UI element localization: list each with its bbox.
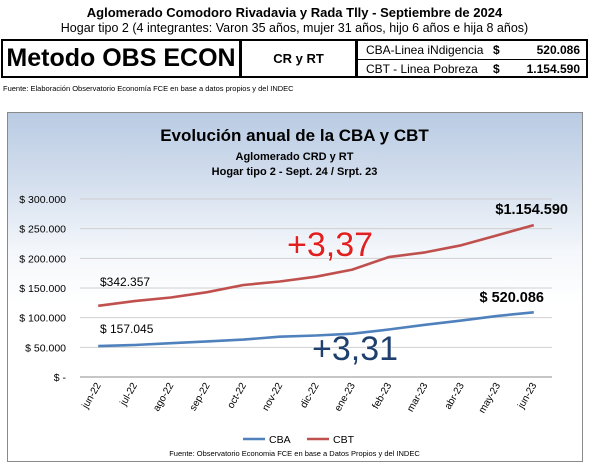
source-note-bottom: Fuente: Observatorio Economia FCE en bas… [169, 449, 420, 458]
cba-summary-value: 520.086 [536, 43, 580, 57]
x-tick-label: may-23 [477, 381, 503, 416]
chart-title: Evolución anual de la CBA y CBT [160, 126, 429, 145]
cba-summary-row: CBA-Linea iNdigencia $ 520.086 [358, 41, 586, 60]
y-tick-label: $ 50.000 [25, 342, 66, 354]
cbt-summary-row: CBT - Linea Pobreza $ 1.154.590 [358, 60, 586, 78]
cbt-summary-currency: $ [493, 62, 500, 76]
legend-label-cba: CBA [269, 434, 291, 446]
x-tick-label: nov-22 [260, 381, 285, 413]
cbt-summary-label: CBT - Linea Pobreza [366, 62, 478, 76]
cba-summary-label: CBA-Linea iNdigencia [366, 43, 484, 57]
cbt-start-label: $342.357 [100, 275, 150, 289]
legend-label-cbt: CBT [333, 434, 355, 446]
cba-ratio-label: +3,31 [312, 330, 398, 368]
x-tick-label: feb-23 [371, 381, 395, 411]
y-tick-label: $ - [54, 372, 67, 384]
y-tick-label: $ 100.000 [19, 313, 66, 325]
method-label: Metodo OBS ECON [6, 44, 236, 72]
x-tick-label: jun-22 [80, 381, 104, 412]
y-tick-label: $ 300.000 [19, 194, 66, 206]
series-line-cbt [98, 223, 535, 308]
x-tick-label: sep-22 [188, 381, 213, 413]
x-tick-label: ago-22 [151, 381, 176, 414]
y-tick-label: $ 200.000 [19, 253, 66, 265]
y-tick-label: $ 250.000 [19, 224, 66, 236]
lines-summary-box: CBA-Linea iNdigencia $ 520.086 CBT - Lin… [356, 39, 588, 78]
cbt-summary-value: 1.154.590 [526, 62, 580, 76]
x-tick-label: mar-23 [405, 381, 431, 414]
chart-area [7, 112, 583, 462]
report-title: Aglomerado Comodoro Rivadavia y Rada Tll… [86, 5, 503, 20]
x-tick-label: dic-22 [298, 381, 321, 410]
method-box: Metodo OBS ECON [1, 39, 241, 78]
chart-subtitle-region: Aglomerado CRD y RT [235, 151, 354, 163]
cbt-end-label: $1.154.590 [495, 202, 568, 218]
household-description: Hogar tipo 2 (4 integrantes: Varon 35 añ… [60, 21, 529, 35]
x-tick-label: abr-23 [443, 381, 467, 412]
y-tick-label: $ 150.000 [19, 283, 66, 295]
x-tick-label: oct-22 [226, 381, 250, 411]
series-line-cba [98, 311, 534, 348]
region-label: CR y RT [273, 51, 324, 66]
cba-summary-currency: $ [493, 43, 500, 57]
cba-end-label: $ 520.086 [479, 290, 544, 306]
x-tick-label: ene-23 [333, 381, 358, 414]
x-tick-label: jun-23 [516, 381, 540, 412]
chart-subtitle-period: Hogar tipo 2 - Sept. 24 / Srpt. 23 [211, 166, 378, 178]
cba-start-label: $ 157.045 [100, 322, 154, 336]
cbt-ratio-label: +3,37 [287, 226, 373, 264]
x-tick-label: jul-22 [118, 381, 140, 409]
source-note-top: Fuente: Elaboración Observatorio Economí… [3, 84, 294, 93]
